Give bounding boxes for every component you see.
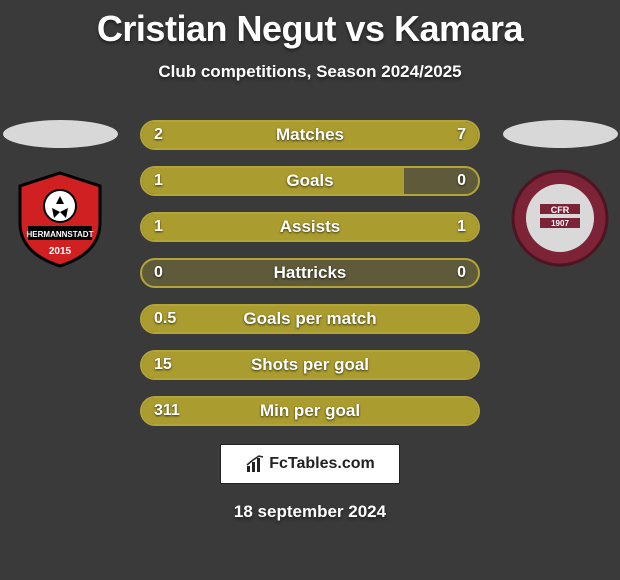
svg-text:CFR: CFR [551,205,570,215]
bar-label: Assists [142,214,478,240]
date-text: 18 september 2024 [0,502,620,522]
stat-bar: 0.5Goals per match [140,304,480,334]
subtitle: Club competitions, Season 2024/2025 [0,62,620,82]
svg-text:1907: 1907 [551,219,569,228]
stat-bar: 00Hattricks [140,258,480,288]
stat-bar: 311Min per goal [140,396,480,426]
svg-text:HERMANNSTADT: HERMANNSTADT [27,230,94,239]
left-team-crest-icon: HERMANNSTADT 2015 [10,168,110,268]
stat-bar: 10Goals [140,166,480,196]
right-team-block: CFR 1907 [500,120,620,268]
bar-label: Hattricks [142,260,478,286]
ellipse-shadow [503,120,618,148]
svg-text:2015: 2015 [49,246,72,257]
stat-bar: 27Matches [140,120,480,150]
bar-label: Matches [142,122,478,148]
right-team-crest-icon: CFR 1907 [510,168,610,268]
stat-bar: 15Shots per goal [140,350,480,380]
bar-label: Shots per goal [142,352,478,378]
bar-label: Goals [142,168,478,194]
bar-label: Goals per match [142,306,478,332]
fctables-logo: FcTables.com [220,444,400,484]
stats-bars: 27Matches 10Goals 11Assists 00Hattricks 0.5G… [140,120,480,426]
page-title: Cristian Negut vs Kamara [0,0,620,50]
fctables-logo-text: FcTables.com [269,455,375,473]
chart-icon [245,454,265,474]
left-team-block: HERMANNSTADT 2015 [0,120,120,268]
ellipse-shadow [3,120,118,148]
bar-label: Min per goal [142,398,478,424]
stat-bar: 11Assists [140,212,480,242]
